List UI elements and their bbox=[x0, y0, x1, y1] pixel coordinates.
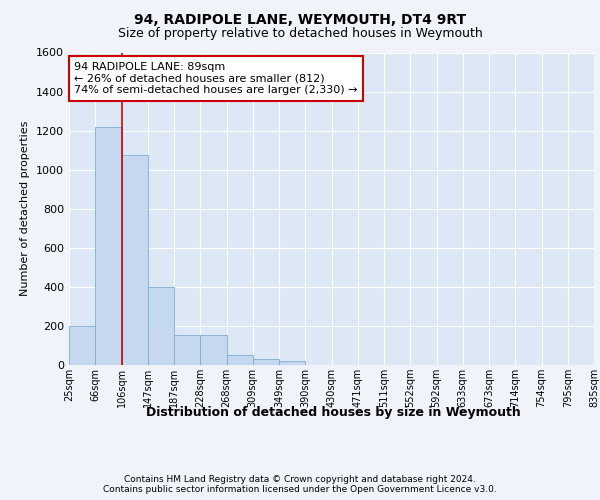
Bar bbox=[148, 287, 174, 365]
Text: Size of property relative to detached houses in Weymouth: Size of property relative to detached ho… bbox=[118, 28, 482, 40]
Text: Contains HM Land Registry data © Crown copyright and database right 2024.: Contains HM Land Registry data © Crown c… bbox=[124, 475, 476, 484]
Bar bbox=[95, 126, 121, 365]
Text: Contains public sector information licensed under the Open Government Licence v3: Contains public sector information licen… bbox=[103, 485, 497, 494]
Bar bbox=[279, 361, 305, 365]
Bar bbox=[121, 155, 148, 365]
Bar bbox=[227, 355, 253, 365]
Bar bbox=[69, 326, 95, 365]
Y-axis label: Number of detached properties: Number of detached properties bbox=[20, 121, 31, 296]
Bar bbox=[174, 334, 200, 365]
Text: Distribution of detached houses by size in Weymouth: Distribution of detached houses by size … bbox=[146, 406, 520, 419]
Bar bbox=[253, 359, 279, 365]
Text: 94 RADIPOLE LANE: 89sqm
← 26% of detached houses are smaller (812)
74% of semi-d: 94 RADIPOLE LANE: 89sqm ← 26% of detache… bbox=[74, 62, 358, 95]
Bar bbox=[200, 334, 227, 365]
Text: 94, RADIPOLE LANE, WEYMOUTH, DT4 9RT: 94, RADIPOLE LANE, WEYMOUTH, DT4 9RT bbox=[134, 12, 466, 26]
